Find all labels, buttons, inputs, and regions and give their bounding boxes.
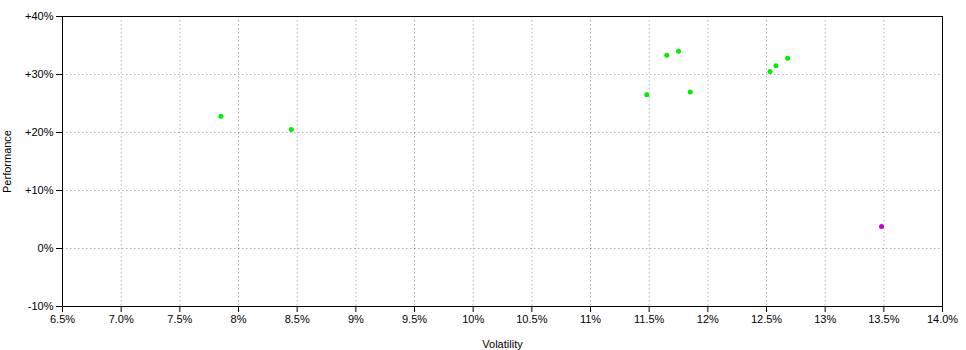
svg-text:-10%: -10%	[28, 300, 54, 312]
svg-text:13%: 13%	[814, 313, 836, 325]
svg-text:+10%: +10%	[25, 184, 54, 196]
svg-text:12.5%: 12.5%	[751, 313, 782, 325]
svg-text:+20%: +20%	[25, 126, 54, 138]
svg-text:13.5%: 13.5%	[868, 313, 899, 325]
svg-text:7.0%: 7.0%	[109, 313, 134, 325]
svg-text:14.0%: 14.0%	[927, 313, 958, 325]
svg-text:Volatility: Volatility	[482, 338, 523, 350]
svg-text:Performance: Performance	[1, 130, 13, 193]
svg-text:8%: 8%	[231, 313, 247, 325]
svg-text:11%: 11%	[580, 313, 601, 325]
svg-text:+40%: +40%	[25, 10, 54, 22]
svg-text:8.5%: 8.5%	[285, 313, 310, 325]
svg-text:10.5%: 10.5%	[516, 313, 547, 325]
svg-text:+30%: +30%	[25, 68, 54, 80]
svg-text:12%: 12%	[697, 313, 719, 325]
svg-text:0%: 0%	[38, 242, 54, 254]
svg-text:7.5%: 7.5%	[167, 313, 192, 325]
svg-text:9.5%: 9.5%	[402, 313, 427, 325]
svg-text:6.5%: 6.5%	[50, 313, 75, 325]
svg-text:9%: 9%	[348, 313, 364, 325]
svg-text:10%: 10%	[462, 313, 484, 325]
svg-text:11.5%: 11.5%	[634, 313, 665, 325]
